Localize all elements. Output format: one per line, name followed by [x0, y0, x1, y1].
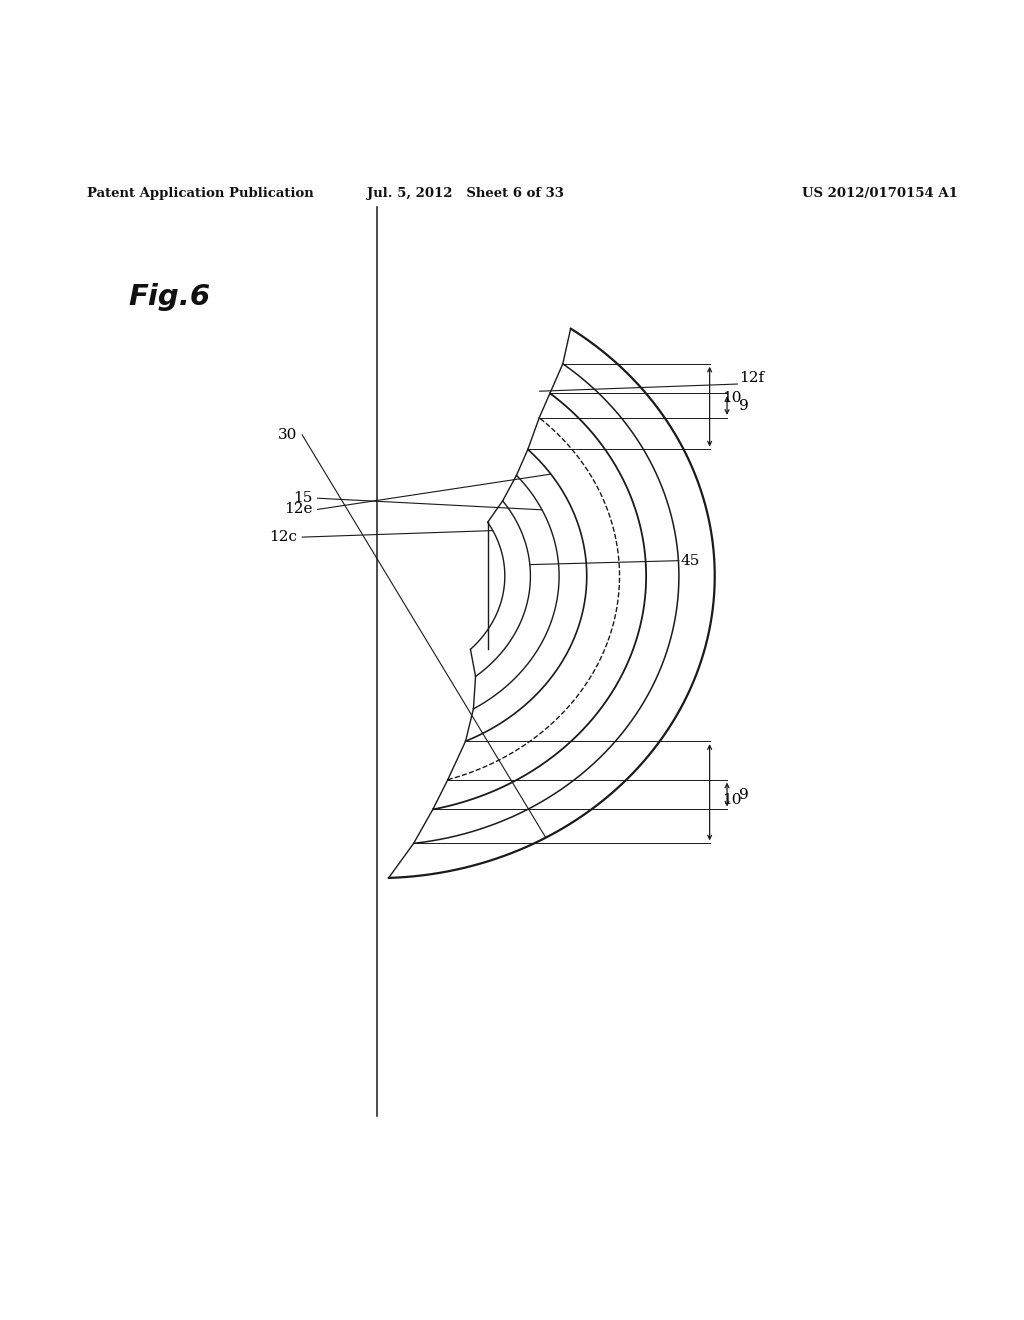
- Text: 30: 30: [278, 428, 297, 442]
- Text: 10: 10: [722, 793, 741, 808]
- Text: 15: 15: [293, 491, 312, 506]
- Text: US 2012/0170154 A1: US 2012/0170154 A1: [802, 187, 957, 199]
- Text: 9: 9: [739, 788, 750, 801]
- Text: 10: 10: [722, 392, 741, 405]
- Text: 12e: 12e: [284, 503, 312, 516]
- Text: Patent Application Publication: Patent Application Publication: [87, 187, 313, 199]
- Text: 12c: 12c: [269, 531, 297, 544]
- Text: 45: 45: [681, 553, 700, 568]
- Text: 9: 9: [739, 399, 750, 413]
- Text: 12f: 12f: [739, 371, 765, 385]
- Text: Fig.6: Fig.6: [128, 284, 210, 312]
- Text: Jul. 5, 2012   Sheet 6 of 33: Jul. 5, 2012 Sheet 6 of 33: [368, 187, 564, 199]
